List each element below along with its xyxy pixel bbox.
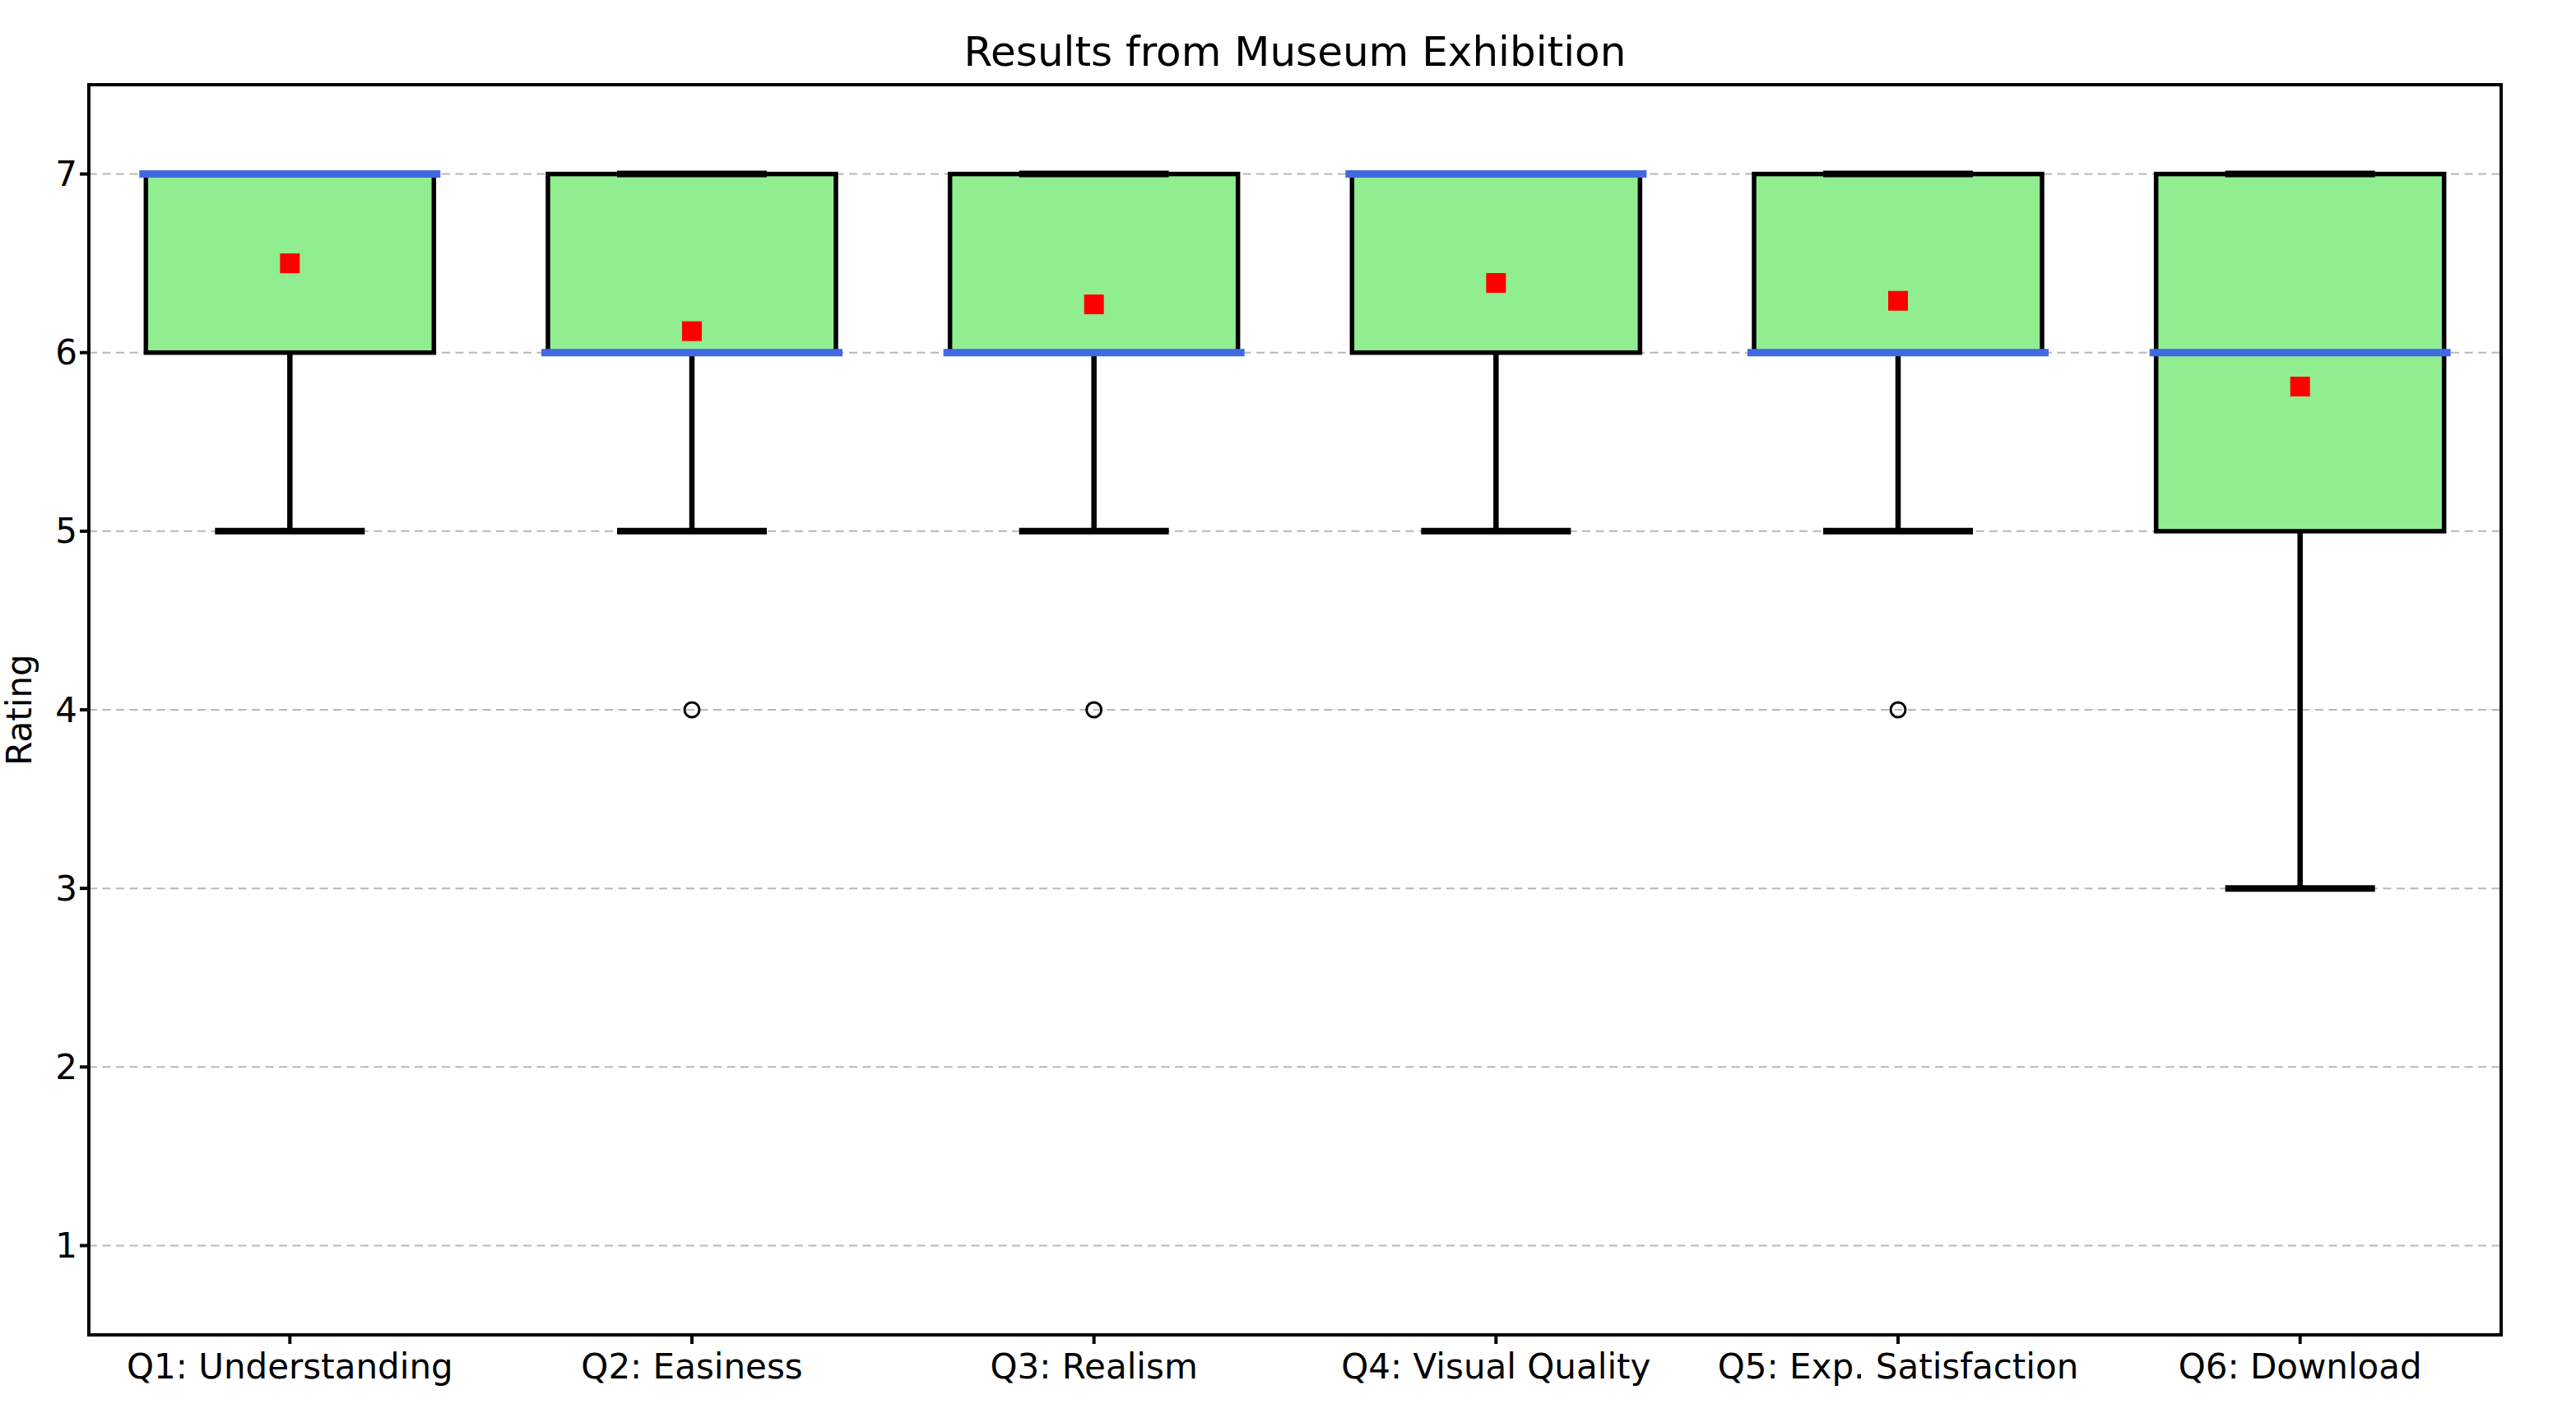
boxplot-chart: 1 2 3 4 5 6 7 Q1: Understanding Q2: Easiness Q3: … (0, 0, 2576, 1427)
y-tick-label: 1 (55, 1225, 77, 1266)
mean-marker (1486, 273, 1506, 293)
y-axis-label: Rating (0, 654, 39, 765)
y-tick-label: 7 (55, 154, 77, 194)
y-tick-label: 6 (55, 332, 77, 373)
chart-title: Results from Museum Exhibition (964, 28, 1627, 76)
mean-marker (2291, 377, 2310, 396)
mean-marker (280, 253, 299, 273)
x-tick-label: Q3: Realism (991, 1346, 1198, 1387)
box-4 (1352, 174, 1640, 353)
mean-marker (682, 322, 702, 341)
y-tick-label: 4 (55, 690, 77, 730)
box-3 (950, 174, 1238, 353)
box-5 (1754, 174, 2042, 353)
x-tick-label: Q5: Exp. Satisfaction (1718, 1346, 2079, 1387)
mean-marker (1888, 291, 1908, 311)
x-tick-label: Q4: Visual Quality (1341, 1346, 1650, 1387)
mean-marker (1084, 294, 1104, 314)
grid-layer (89, 174, 2501, 1246)
y-tick-label: 3 (55, 869, 77, 909)
y-tick-label: 2 (55, 1047, 77, 1087)
x-tick-label: Q2: Easiness (581, 1346, 802, 1387)
y-tick-label: 5 (55, 511, 77, 551)
x-tick-label: Q1: Understanding (127, 1346, 453, 1387)
x-tick-label: Q6: Download (2179, 1346, 2422, 1387)
